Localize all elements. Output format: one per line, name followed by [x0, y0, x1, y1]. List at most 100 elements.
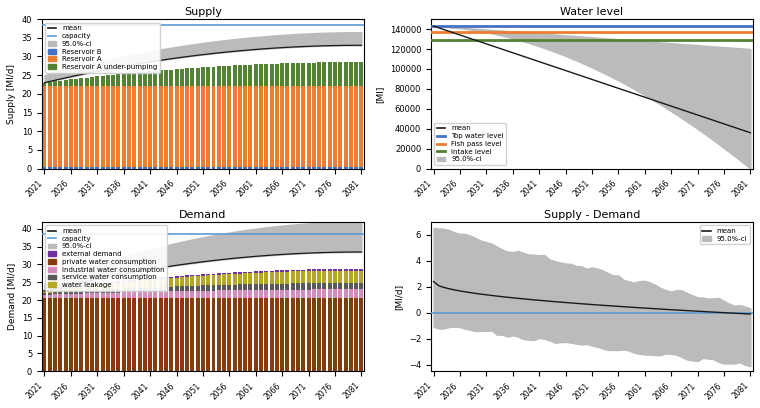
Bar: [249, 290, 252, 298]
Bar: [275, 284, 279, 290]
Bar: [64, 292, 68, 294]
Bar: [116, 283, 120, 289]
Bar: [296, 284, 300, 290]
Bar: [286, 290, 290, 298]
Bar: [270, 167, 274, 169]
Y-axis label: Demand [Ml/d]: Demand [Ml/d]: [7, 263, 16, 330]
Bar: [169, 167, 173, 169]
Bar: [222, 285, 226, 290]
Bar: [359, 86, 363, 167]
Bar: [80, 291, 84, 293]
Bar: [328, 269, 331, 271]
Bar: [64, 86, 68, 167]
Bar: [143, 279, 147, 280]
Bar: [106, 282, 110, 284]
Bar: [43, 83, 46, 86]
Bar: [127, 298, 131, 371]
Bar: [159, 292, 163, 298]
Bar: [132, 280, 136, 281]
Bar: [286, 63, 290, 86]
Bar: [191, 298, 195, 371]
Bar: [111, 282, 115, 283]
Bar: [80, 298, 84, 371]
Bar: [85, 167, 89, 169]
Bar: [270, 271, 274, 272]
Bar: [301, 270, 306, 271]
Bar: [227, 167, 231, 169]
Bar: [95, 167, 100, 169]
Bar: [301, 298, 306, 371]
Bar: [328, 86, 331, 167]
Bar: [222, 86, 226, 167]
Bar: [164, 277, 168, 278]
Bar: [291, 63, 295, 86]
Bar: [175, 69, 179, 86]
Bar: [53, 81, 57, 86]
Bar: [132, 86, 136, 167]
Bar: [296, 271, 300, 284]
Bar: [312, 298, 316, 371]
Bar: [48, 289, 52, 290]
Bar: [69, 294, 73, 298]
Bar: [286, 270, 290, 272]
Bar: [243, 65, 247, 86]
Bar: [48, 290, 52, 293]
Bar: [53, 86, 57, 167]
Bar: [227, 273, 231, 274]
Bar: [148, 279, 152, 287]
Bar: [64, 298, 68, 371]
Title: Supply: Supply: [184, 7, 222, 17]
Bar: [291, 270, 295, 271]
Bar: [354, 62, 358, 86]
Bar: [138, 288, 141, 292]
Bar: [359, 269, 363, 271]
Bar: [159, 167, 163, 169]
Bar: [270, 86, 274, 167]
Bar: [164, 291, 168, 298]
Bar: [301, 167, 306, 169]
Bar: [164, 167, 168, 169]
Bar: [80, 78, 84, 86]
Bar: [122, 74, 125, 86]
Bar: [127, 282, 131, 288]
Bar: [243, 284, 247, 290]
Legend: mean, Top water level, Fish pass level, Intake level, 95.0%-ci: mean, Top water level, Fish pass level, …: [435, 123, 506, 165]
Bar: [227, 86, 231, 167]
Bar: [206, 298, 211, 371]
Bar: [275, 290, 279, 298]
Bar: [175, 276, 179, 277]
Bar: [180, 86, 184, 167]
Bar: [206, 86, 211, 167]
Bar: [264, 64, 268, 86]
Bar: [106, 86, 110, 167]
Bar: [59, 167, 62, 169]
Bar: [211, 290, 216, 298]
Bar: [201, 274, 205, 276]
Bar: [333, 298, 337, 371]
Bar: [185, 167, 189, 169]
Bar: [191, 276, 195, 286]
Bar: [175, 286, 179, 291]
Bar: [317, 289, 321, 298]
Bar: [48, 82, 52, 86]
Bar: [122, 281, 125, 282]
Bar: [69, 80, 73, 86]
Bar: [306, 298, 311, 371]
Bar: [95, 86, 100, 167]
Bar: [106, 293, 110, 298]
Bar: [127, 280, 131, 282]
Bar: [280, 270, 284, 272]
Bar: [344, 271, 347, 283]
Bar: [85, 286, 89, 290]
Bar: [264, 167, 268, 169]
Bar: [349, 86, 353, 167]
Bar: [175, 167, 179, 169]
Bar: [59, 292, 62, 294]
Bar: [180, 291, 184, 298]
Bar: [169, 86, 173, 167]
Bar: [333, 269, 337, 271]
Bar: [201, 67, 205, 86]
Bar: [312, 86, 316, 167]
Bar: [143, 298, 147, 371]
Bar: [95, 293, 100, 298]
